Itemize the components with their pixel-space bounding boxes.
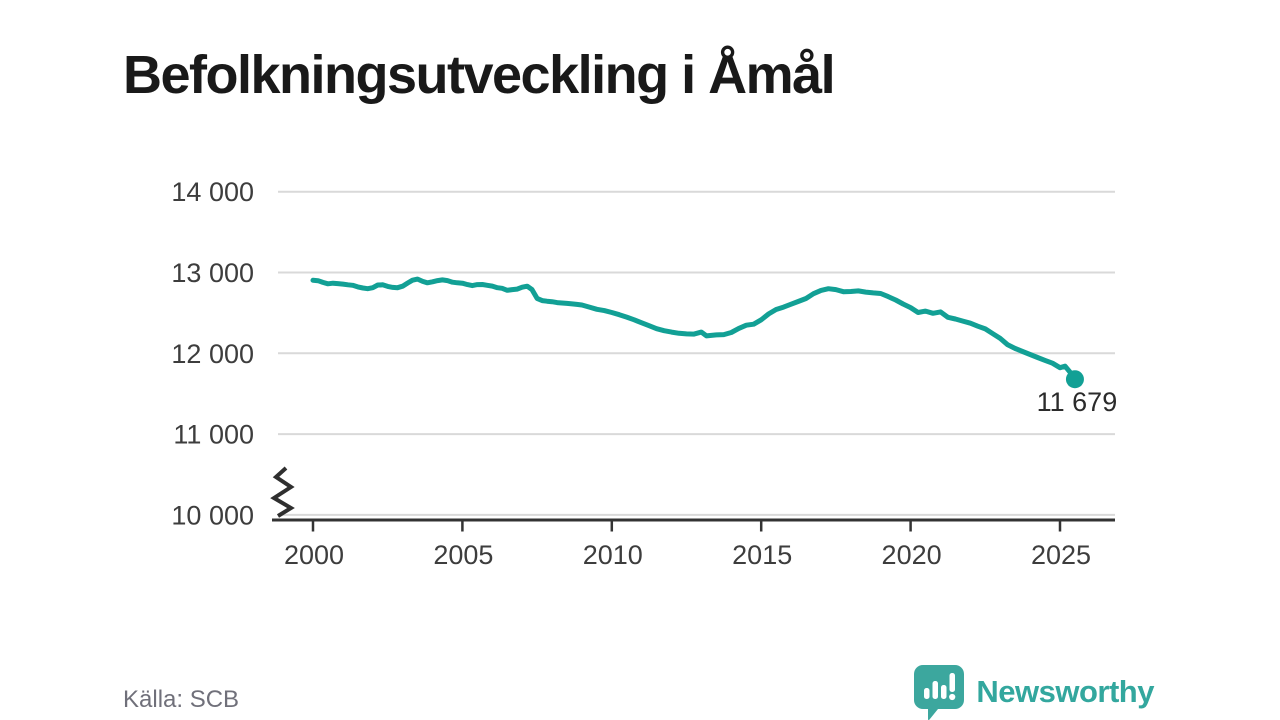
x-tick-label: 2025 bbox=[1031, 540, 1091, 570]
bar-chart-speech-bubble-icon bbox=[914, 665, 965, 720]
brand-footer: Newsworthy bbox=[913, 664, 1154, 720]
axis-break-icon bbox=[270, 466, 295, 518]
speech-bubble-shape bbox=[914, 665, 965, 720]
x-tick-label: 2000 bbox=[284, 540, 344, 570]
latest-point-marker bbox=[1065, 370, 1084, 389]
y-tick-label: 13 000 bbox=[171, 258, 254, 288]
latest-value-label: 11 679 bbox=[1037, 387, 1118, 417]
x-tick-label: 2010 bbox=[583, 540, 643, 570]
brand-name: Newsworthy bbox=[976, 674, 1154, 709]
x-tick-label: 2005 bbox=[433, 540, 493, 570]
bar-chart-glyph bbox=[924, 673, 956, 701]
y-tick-label: 12 000 bbox=[171, 339, 254, 369]
y-tick-label: 10 000 bbox=[171, 500, 254, 530]
population-line bbox=[310, 276, 1078, 382]
x-tick-label: 2015 bbox=[732, 540, 792, 570]
y-tick-label: 14 000 bbox=[171, 177, 254, 207]
page-title: Befolkningsutveckling i Åmål bbox=[123, 45, 836, 106]
source-note: Källa: SCB bbox=[123, 686, 240, 713]
y-tick-label: 11 000 bbox=[173, 420, 254, 450]
x-tick-label: 2020 bbox=[882, 540, 942, 570]
